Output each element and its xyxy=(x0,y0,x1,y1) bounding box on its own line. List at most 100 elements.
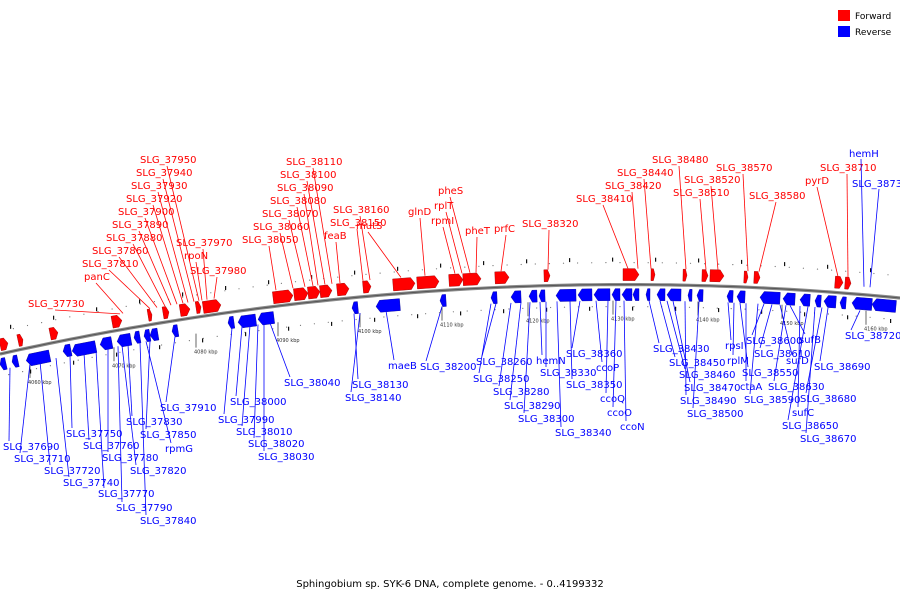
forward-gene-arrow[interactable] xyxy=(336,282,350,297)
reverse-gene-label[interactable]: ccoQ xyxy=(600,394,625,405)
forward-gene-label[interactable]: SLG_38110 xyxy=(286,157,342,168)
forward-gene-label[interactable]: SLG_37940 xyxy=(136,168,192,179)
reverse-gene-arrow[interactable] xyxy=(555,288,577,302)
reverse-gene-arrow[interactable] xyxy=(538,289,546,303)
forward-gene-label[interactable]: SLG_37900 xyxy=(118,207,174,218)
forward-gene-arrow[interactable] xyxy=(48,327,59,341)
reverse-gene-label[interactable]: SLG_37820 xyxy=(130,466,186,477)
forward-gene-label[interactable]: glnD xyxy=(408,207,431,218)
reverse-gene-arrow[interactable] xyxy=(593,288,611,301)
reverse-gene-label[interactable]: SLG_38030 xyxy=(258,452,314,463)
reverse-gene-label[interactable]: rpsI xyxy=(725,341,744,352)
reverse-gene-label[interactable]: rpmG xyxy=(165,444,193,455)
reverse-gene-arrow[interactable] xyxy=(611,288,621,301)
reverse-gene-label[interactable]: SLG_37790 xyxy=(116,503,172,514)
reverse-gene-label[interactable]: SLG_38610 xyxy=(754,349,810,360)
reverse-gene-arrow[interactable] xyxy=(490,291,498,304)
forward-gene-arrow[interactable] xyxy=(462,272,482,286)
reverse-gene-label[interactable]: ccoP xyxy=(596,363,619,374)
reverse-gene-label[interactable]: SLG_37780 xyxy=(102,453,158,464)
reverse-gene-arrow[interactable] xyxy=(799,293,811,307)
forward-gene-arrow[interactable] xyxy=(834,275,844,289)
reverse-gene-arrow[interactable] xyxy=(0,357,8,371)
forward-gene-arrow[interactable] xyxy=(201,299,222,314)
reverse-gene-label[interactable]: SLG_38470 xyxy=(684,383,740,394)
reverse-gene-label[interactable]: SLG_38360 xyxy=(566,349,622,360)
reverse-gene-arrow[interactable] xyxy=(851,297,873,311)
reverse-gene-label[interactable]: SLG_38130 xyxy=(352,380,408,391)
reverse-gene-label[interactable]: SLG_38590 xyxy=(744,395,800,406)
forward-gene-label[interactable]: SLG_37880 xyxy=(106,233,162,244)
forward-gene-label[interactable]: SLG_38100 xyxy=(280,170,336,181)
forward-gene-arrow[interactable] xyxy=(844,276,852,290)
reverse-gene-arrow[interactable] xyxy=(621,288,633,301)
reverse-gene-arrow[interactable] xyxy=(439,294,447,307)
forward-gene-arrow[interactable] xyxy=(682,268,688,282)
reverse-gene-arrow[interactable] xyxy=(726,290,734,303)
reverse-gene-label[interactable]: SLG_37840 xyxy=(140,516,196,527)
reverse-gene-label[interactable]: SLG_38670 xyxy=(800,434,856,445)
reverse-gene-arrow[interactable] xyxy=(814,294,822,308)
reverse-gene-arrow[interactable] xyxy=(666,288,682,302)
reverse-gene-label[interactable]: SLG_38290 xyxy=(504,401,560,412)
reverse-gene-label[interactable]: maeB xyxy=(388,361,417,372)
reverse-gene-arrow[interactable] xyxy=(736,290,746,304)
reverse-gene-label[interactable]: ctaA xyxy=(740,382,763,393)
reverse-gene-arrow[interactable] xyxy=(528,289,538,303)
reverse-gene-label[interactable]: SLG_38000 xyxy=(230,397,286,408)
reverse-gene-label[interactable]: SLG_38680 xyxy=(800,394,856,405)
forward-gene-label[interactable]: rpmI xyxy=(431,216,454,227)
reverse-gene-arrow[interactable] xyxy=(759,291,781,305)
forward-gene-arrow[interactable] xyxy=(194,301,202,314)
forward-gene-label[interactable]: mutS xyxy=(356,221,382,232)
reverse-gene-label[interactable]: SLG_38200 xyxy=(420,362,476,373)
forward-gene-arrow[interactable] xyxy=(622,268,640,281)
reverse-gene-label[interactable]: sufC xyxy=(792,408,814,419)
reverse-gene-label[interactable]: SLG_38720 xyxy=(845,331,900,342)
forward-gene-arrow[interactable] xyxy=(307,286,321,300)
forward-gene-arrow[interactable] xyxy=(543,269,551,282)
forward-gene-arrow[interactable] xyxy=(494,271,510,285)
forward-gene-label[interactable]: SLG_37890 xyxy=(112,220,168,231)
reverse-gene-label[interactable]: SLG_38650 xyxy=(782,421,838,432)
reverse-gene-arrow[interactable] xyxy=(99,336,114,351)
reverse-gene-arrow[interactable] xyxy=(25,349,52,367)
forward-gene-label[interactable]: SLG_38440 xyxy=(617,168,673,179)
forward-gene-label[interactable]: rpoN xyxy=(184,251,208,262)
reverse-gene-label[interactable]: SLG_37910 xyxy=(160,403,216,414)
forward-gene-label[interactable]: SLG_38080 xyxy=(270,196,326,207)
reverse-gene-label[interactable]: SLG_37720 xyxy=(44,466,100,477)
forward-gene-label[interactable]: SLG_37970 xyxy=(176,238,232,249)
forward-gene-label[interactable]: SLG_37950 xyxy=(140,155,196,166)
reverse-gene-label[interactable]: sufD xyxy=(786,356,809,367)
reverse-gene-arrow[interactable] xyxy=(237,313,257,329)
forward-gene-label[interactable]: SLG_37980 xyxy=(190,266,246,277)
forward-gene-arrow[interactable] xyxy=(178,303,191,317)
reverse-gene-arrow[interactable] xyxy=(839,296,847,310)
reverse-gene-arrow[interactable] xyxy=(71,340,98,357)
forward-gene-label[interactable]: SLG_38480 xyxy=(652,155,708,166)
reverse-gene-arrow[interactable] xyxy=(227,316,236,329)
forward-gene-arrow[interactable] xyxy=(293,287,309,301)
reverse-gene-label[interactable]: SLG_38140 xyxy=(345,393,401,404)
reverse-gene-label[interactable]: SLG_37830 xyxy=(126,417,182,428)
reverse-gene-label[interactable]: SLG_38430 xyxy=(653,344,709,355)
forward-gene-arrow[interactable] xyxy=(362,280,372,294)
forward-gene-arrow[interactable] xyxy=(743,270,749,284)
forward-gene-label[interactable]: SLG_38410 xyxy=(576,194,632,205)
forward-gene-arrow[interactable] xyxy=(392,277,416,292)
forward-gene-label[interactable]: SLG_38060 xyxy=(253,222,309,233)
forward-gene-arrow[interactable] xyxy=(650,268,656,281)
reverse-gene-arrow[interactable] xyxy=(149,327,160,341)
forward-gene-arrow[interactable] xyxy=(701,269,709,282)
forward-gene-label[interactable]: SLG_38420 xyxy=(605,181,661,192)
reverse-gene-label[interactable]: SLG_38250 xyxy=(473,374,529,385)
reverse-gene-label[interactable]: SLG_37740 xyxy=(63,478,119,489)
forward-gene-label[interactable]: SLG_38090 xyxy=(277,183,333,194)
reverse-gene-arrow[interactable] xyxy=(632,288,640,301)
reverse-gene-label[interactable]: SLG_38630 xyxy=(768,382,824,393)
reverse-gene-arrow[interactable] xyxy=(823,295,837,309)
forward-gene-arrow[interactable] xyxy=(110,315,123,329)
reverse-gene-label[interactable]: SLG_38020 xyxy=(248,439,304,450)
reverse-gene-arrow[interactable] xyxy=(510,290,522,304)
